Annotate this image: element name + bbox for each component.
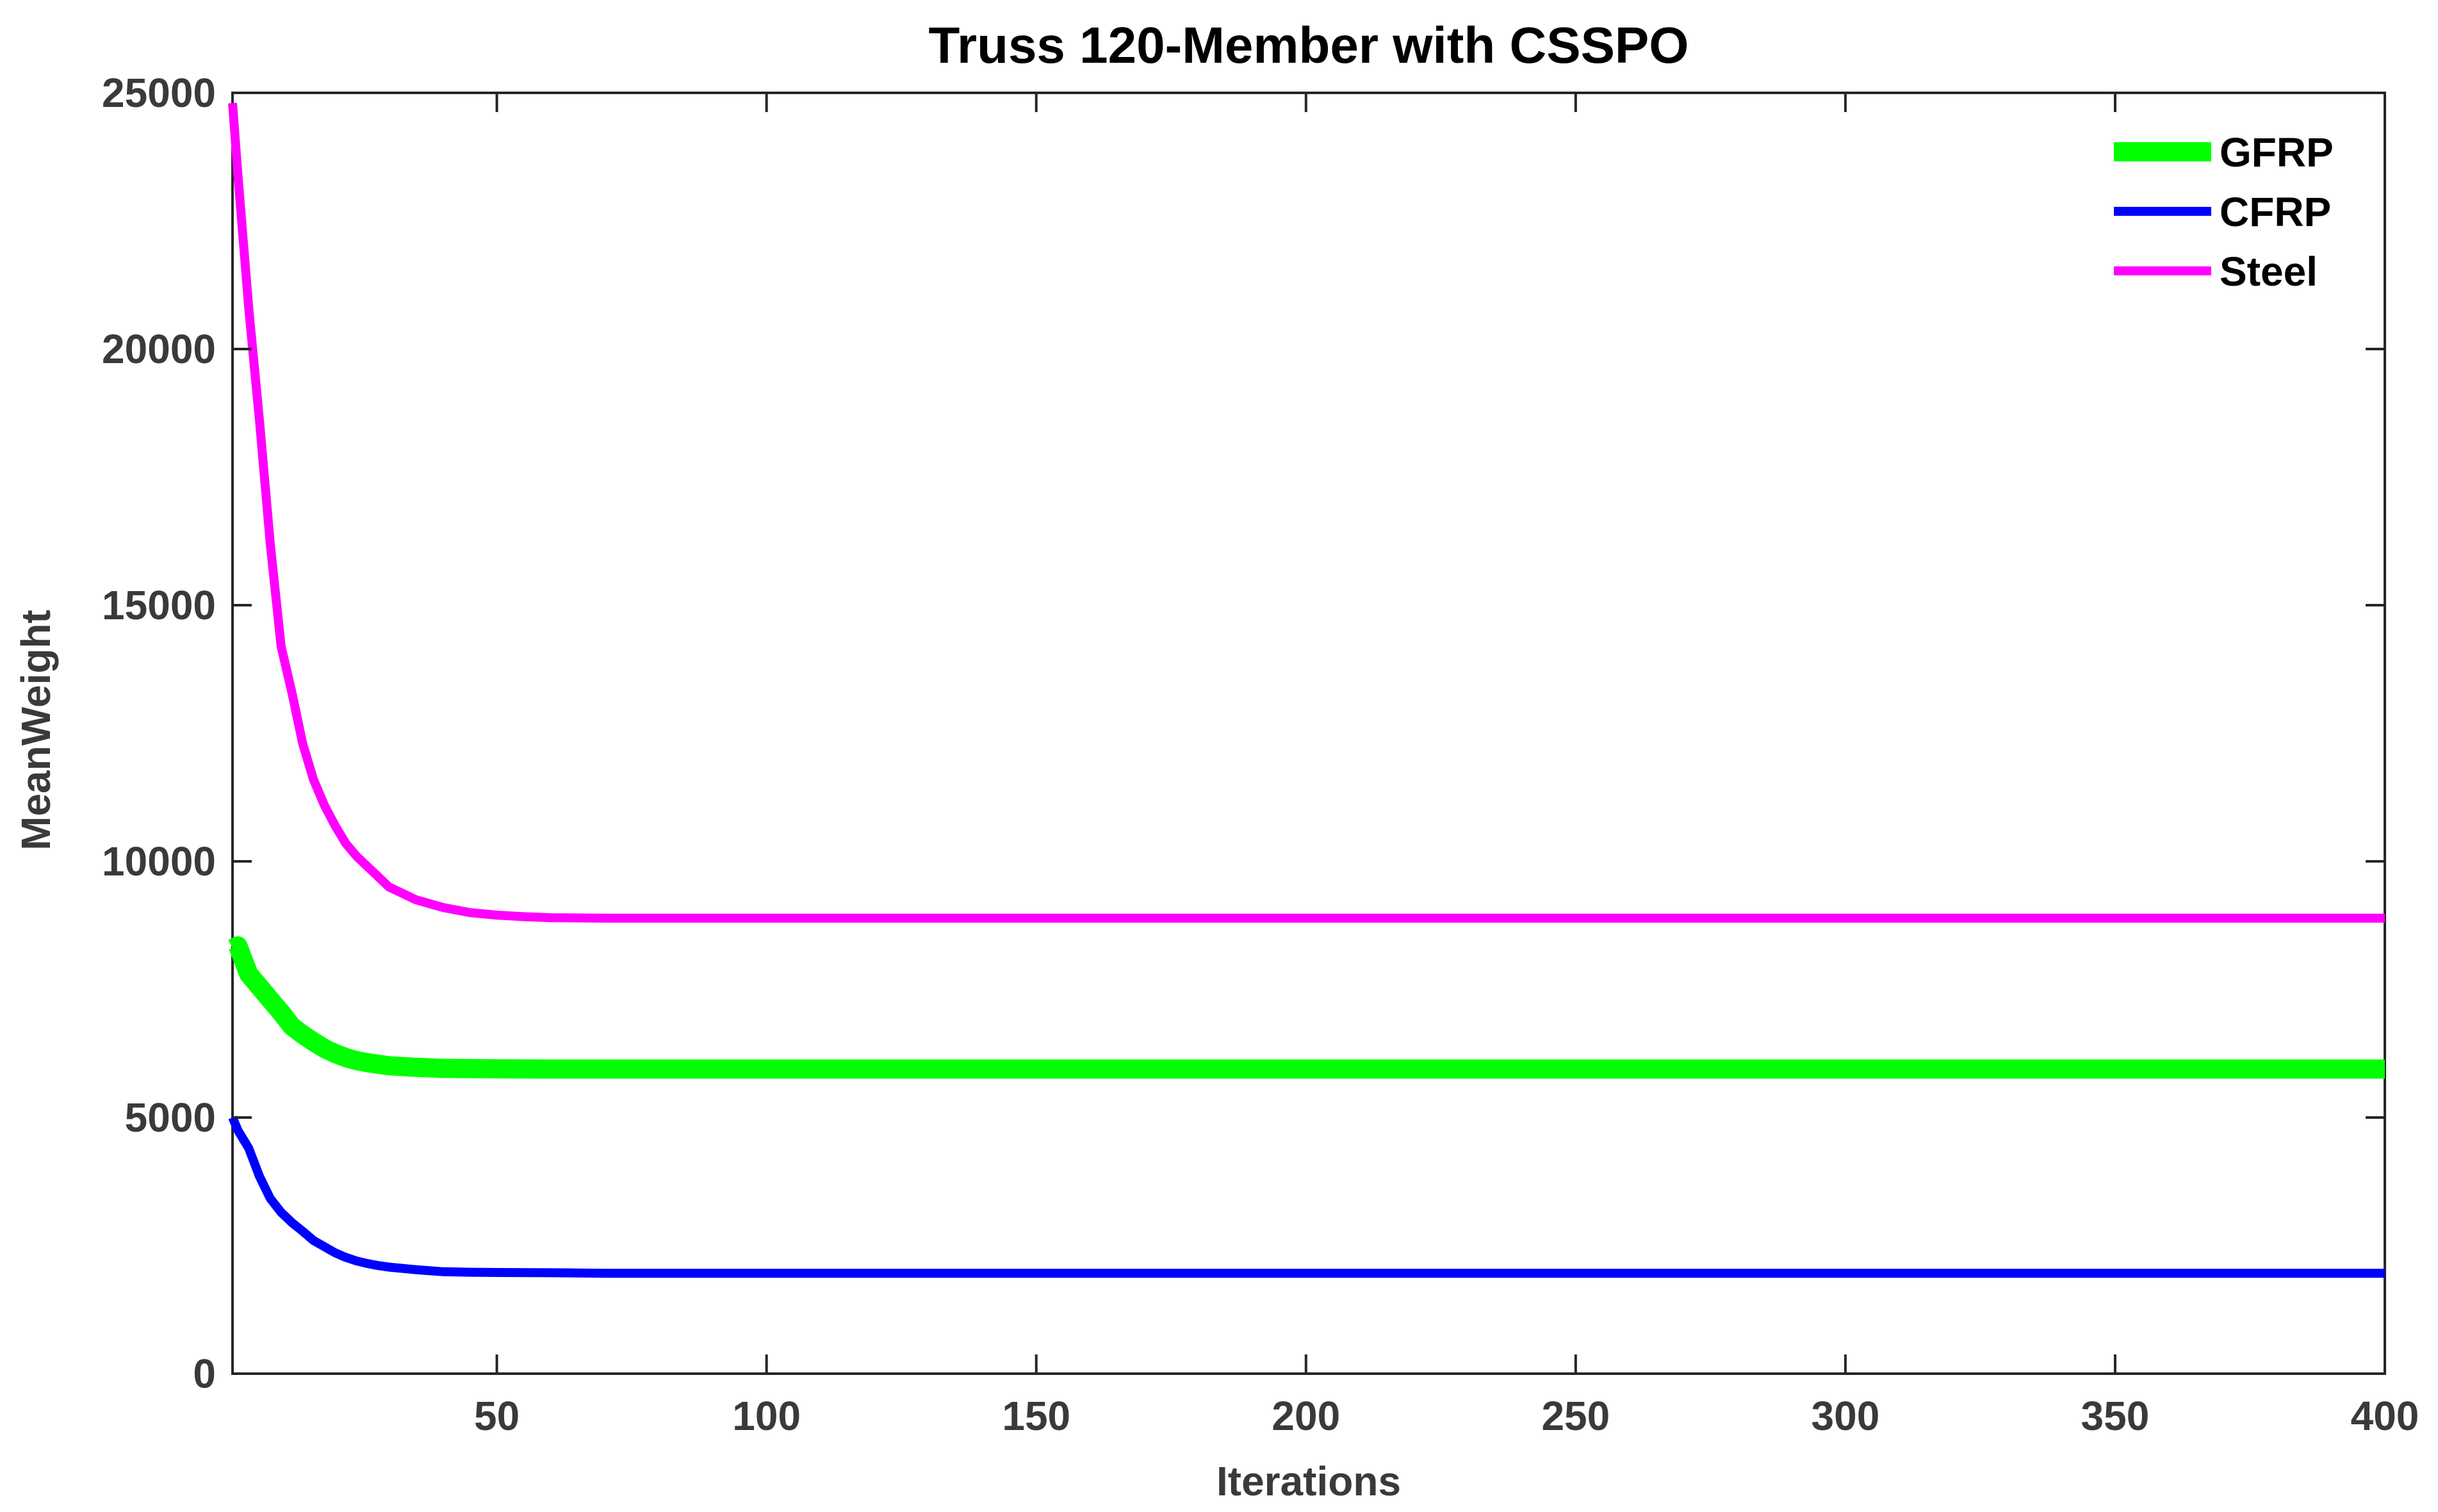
y-tick-label: 15000 <box>102 582 216 628</box>
y-tick-label: 20000 <box>102 326 216 372</box>
x-tick-label: 150 <box>1002 1393 1070 1439</box>
series-line-gfrp <box>228 936 2385 1079</box>
series-line-cfrp <box>228 1116 2385 1278</box>
plot-area: 50 100 150 200 250 300 350 400 0 5000 10000 15000 2… <box>102 70 2419 1439</box>
y-axis-ticks: 0 5000 10000 15000 20000 25000 <box>102 70 2385 1397</box>
legend-label-cfrp: CFRP <box>2220 189 2331 235</box>
legend-label-gfrp: GFRP <box>2220 129 2334 175</box>
y-axis-label: MeanWeight <box>13 610 59 850</box>
x-tick-label: 200 <box>1272 1393 1340 1439</box>
x-tick-label: 350 <box>2081 1393 2150 1439</box>
x-tick-label: 100 <box>732 1393 801 1439</box>
y-tick-label: 0 <box>193 1351 216 1397</box>
legend: GFRP CFRP Steel <box>2114 129 2334 295</box>
x-tick-label: 400 <box>2351 1393 2419 1439</box>
plot-frame <box>231 92 2386 1375</box>
series-layer <box>228 102 2385 1278</box>
x-tick-label: 300 <box>1812 1393 1880 1439</box>
y-tick-label: 10000 <box>102 838 216 884</box>
series-line-steel <box>228 102 2385 923</box>
x-tick-label: 50 <box>474 1393 520 1439</box>
x-tick-label: 250 <box>1541 1393 1610 1439</box>
x-axis-ticks: 50 100 150 200 250 300 350 400 <box>474 93 2419 1439</box>
chart-title: Truss 120-Member with CSSPO <box>928 17 1689 74</box>
legend-label-steel: Steel <box>2220 248 2318 295</box>
y-tick-label: 25000 <box>102 70 216 116</box>
x-axis-label: Iterations <box>1216 1458 1401 1504</box>
y-tick-label: 5000 <box>125 1094 216 1141</box>
